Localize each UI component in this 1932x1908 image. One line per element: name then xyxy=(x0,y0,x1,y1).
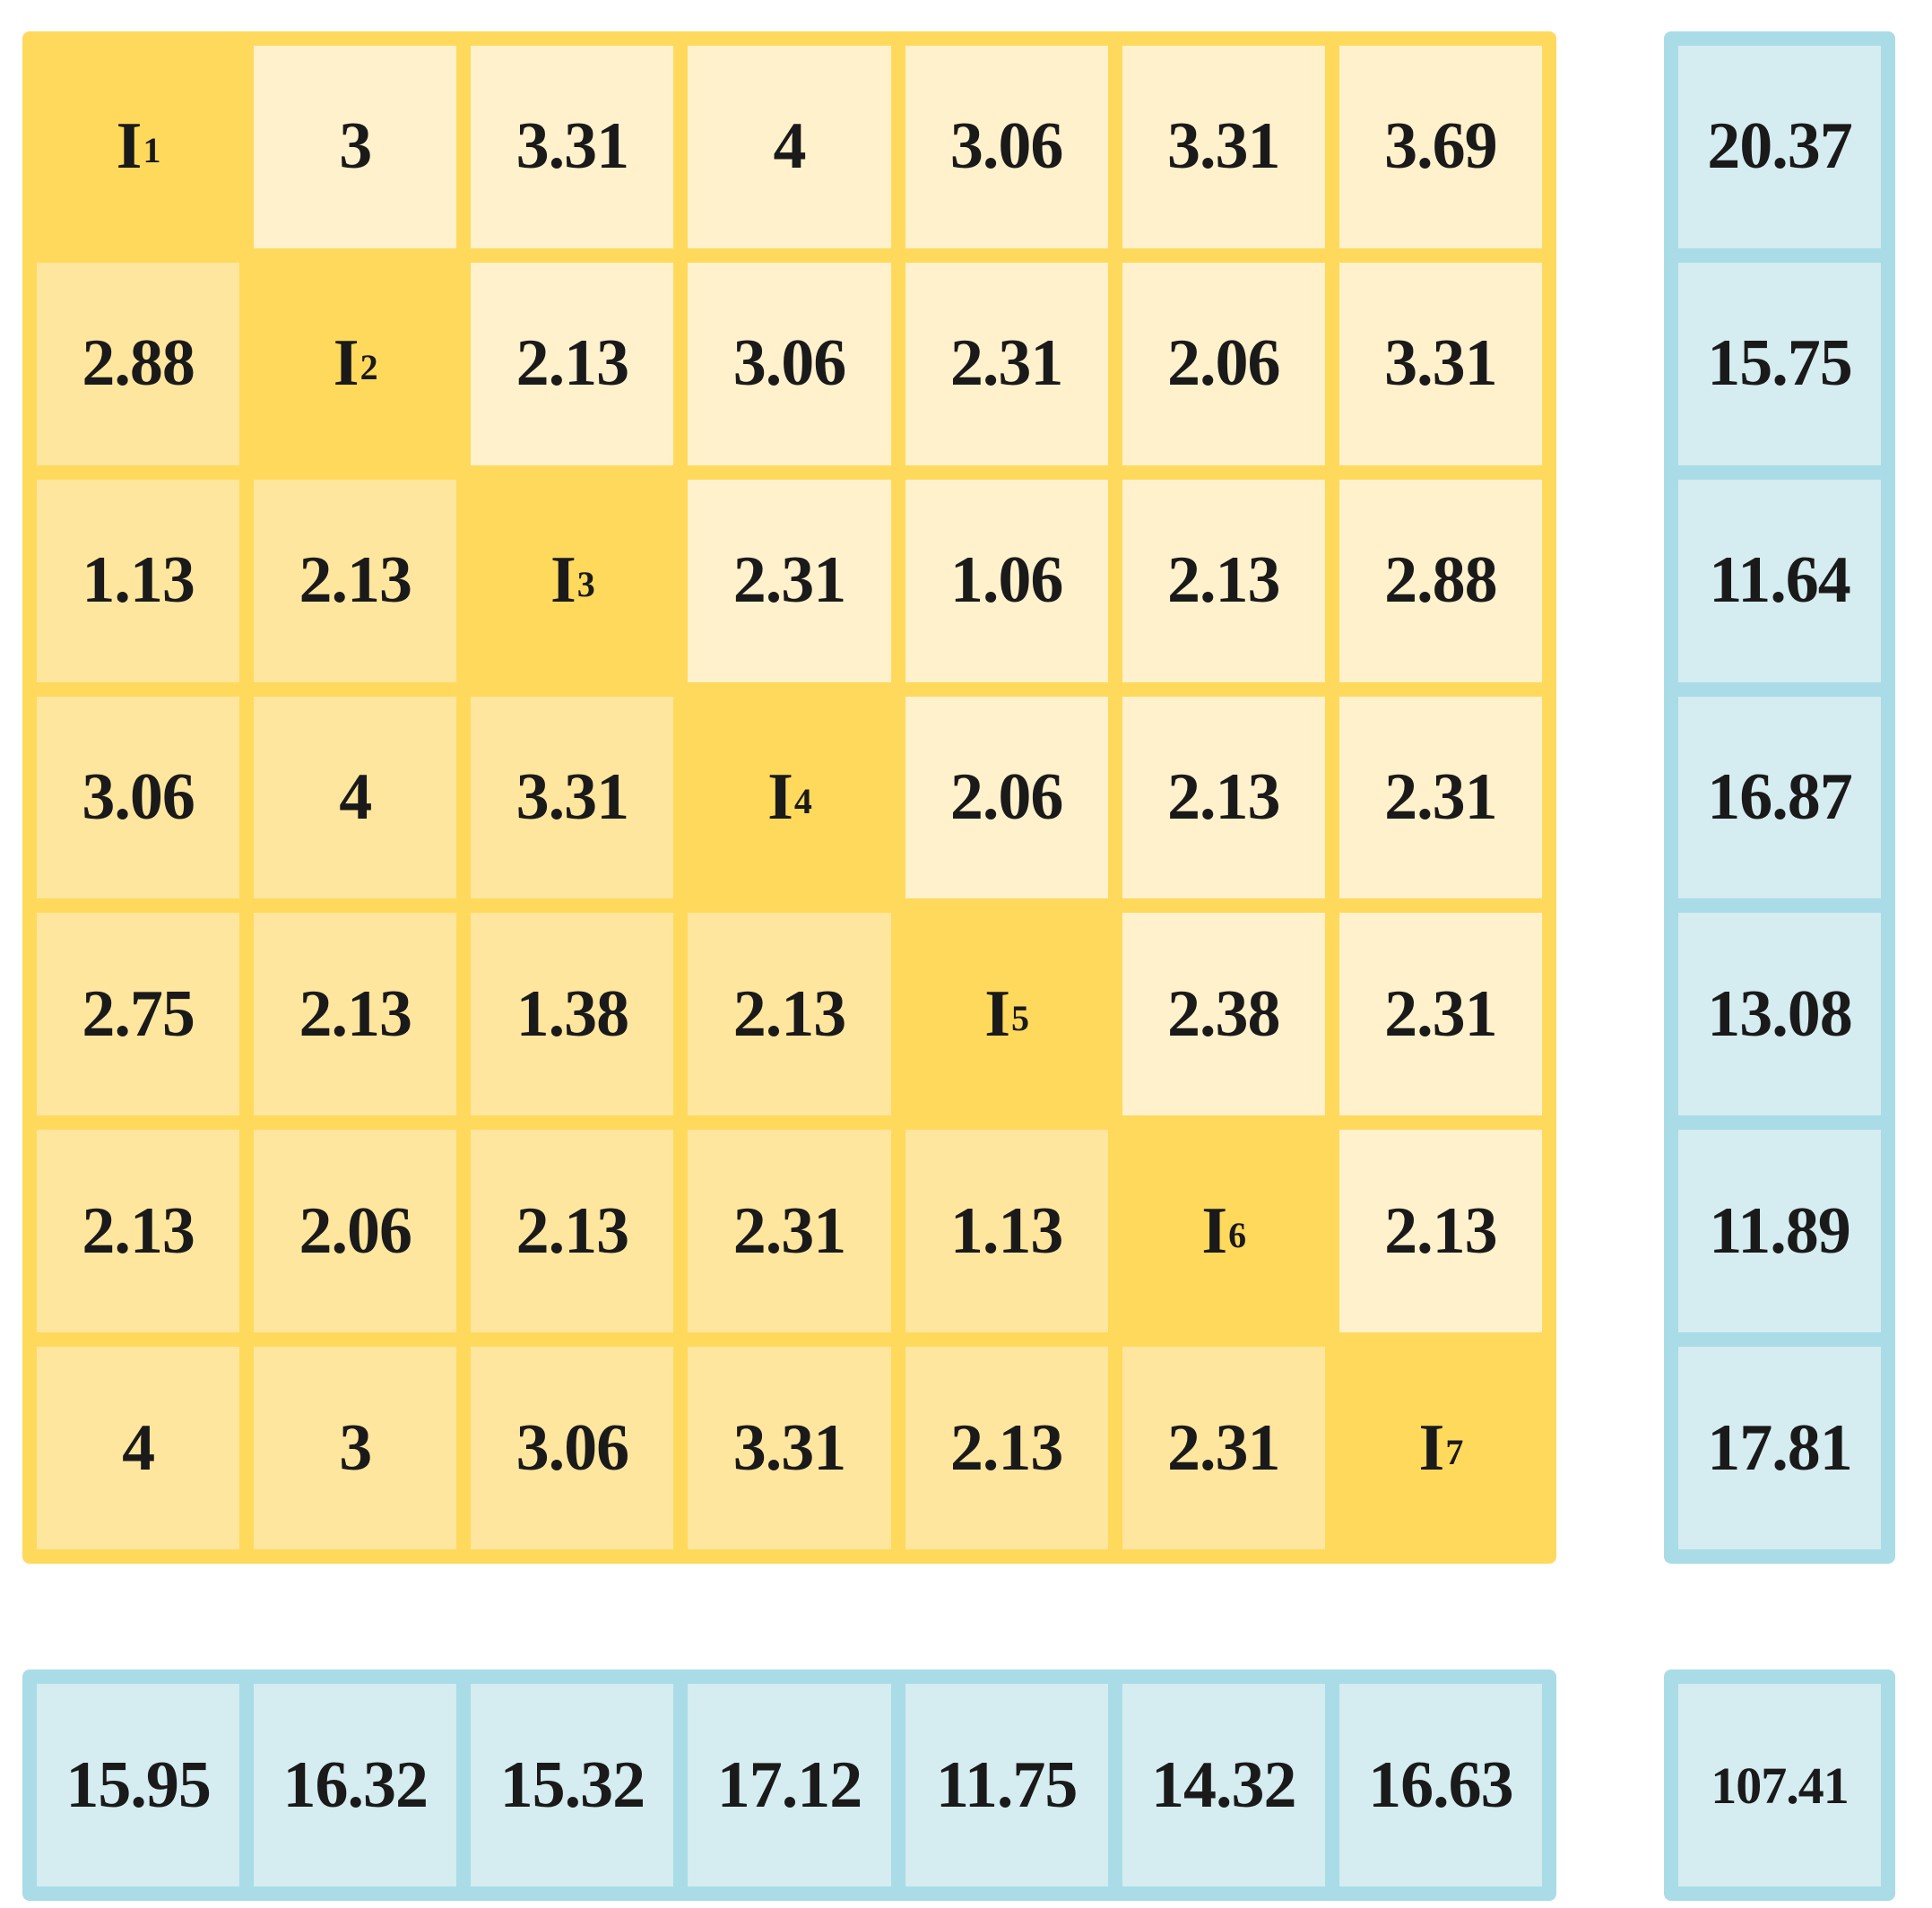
column-sum-cell: 15.95 xyxy=(37,1684,240,1886)
matrix-cell: 2.13 xyxy=(1339,1130,1542,1333)
matrix-cell: 2.13 xyxy=(1122,479,1325,682)
matrix-cell: 4 xyxy=(688,46,891,248)
column-sum-cell: 14.32 xyxy=(1122,1684,1325,1886)
matrix-cell: 2.13 xyxy=(1122,696,1325,899)
matrix-cell: 3.06 xyxy=(37,696,240,899)
row-sums-column: 20.37 15.75 11.64 16.87 13.08 11.89 17.81 xyxy=(1664,31,1895,1564)
column-sum-cell: 16.63 xyxy=(1339,1684,1542,1886)
grand-total-cell: 107.41 xyxy=(1678,1684,1881,1886)
matrix-cell: 3.31 xyxy=(1122,46,1325,248)
matrix-cell: 2.31 xyxy=(1339,913,1542,1116)
row-sum-cell: 13.08 xyxy=(1678,913,1881,1116)
matrix-cell: 3.31 xyxy=(471,696,674,899)
matrix-cell: 2.13 xyxy=(254,479,457,682)
matrix-cell: 2.88 xyxy=(1339,479,1542,682)
matrix-cell: 2.06 xyxy=(254,1130,457,1333)
matrix-cell: 1.13 xyxy=(37,479,240,682)
matrix-cell: 3.69 xyxy=(1339,46,1542,248)
matrix-cell: 2.31 xyxy=(1339,696,1542,899)
matrix-cell: 2.13 xyxy=(37,1130,240,1333)
matrix-cell: 2.13 xyxy=(254,913,457,1116)
matrix-cell: 4 xyxy=(254,696,457,899)
influence-matrix: I 1 3 3.31 4 3.06 3.31 3.69 2.88 I 2 2.13 3.06 2.31 2.… xyxy=(22,31,1556,1564)
matrix-cell: 1.13 xyxy=(905,1130,1108,1333)
matrix-cell: 2.31 xyxy=(905,262,1108,465)
row-sum-cell: 11.64 xyxy=(1678,479,1881,682)
matrix-cell: 3.06 xyxy=(471,1347,674,1549)
column-sum-cell: 11.75 xyxy=(905,1684,1108,1886)
row-sum-cell: 17.81 xyxy=(1678,1347,1881,1549)
matrix-cell: 2.31 xyxy=(688,479,891,682)
matrix-cell: 2.75 xyxy=(37,913,240,1116)
matrix-cell: 2.88 xyxy=(37,262,240,465)
matrix-cell: 2.38 xyxy=(1122,913,1325,1116)
matrix-cell: 1.06 xyxy=(905,479,1108,682)
row-sum-cell: 20.37 xyxy=(1678,46,1881,248)
matrix-cell: 2.13 xyxy=(905,1347,1108,1549)
matrix-grid: I 1 3 3.31 4 3.06 3.31 3.69 2.88 I 2 2.13 3.06 2.31 2.… xyxy=(37,46,1542,1549)
matrix-cell: 2.06 xyxy=(1122,262,1325,465)
column-sum-cell: 16.32 xyxy=(254,1684,457,1886)
matrix-cell: 2.13 xyxy=(688,913,891,1116)
grand-total-box: 107.41 xyxy=(1664,1670,1895,1901)
matrix-cell: 3.31 xyxy=(688,1347,891,1549)
matrix-cell: 3.06 xyxy=(688,262,891,465)
matrix-cell: 2.13 xyxy=(471,1130,674,1333)
matrix-cell: 3.31 xyxy=(471,46,674,248)
row-sum-cell: 15.75 xyxy=(1678,262,1881,465)
matrix-cell: 2.06 xyxy=(905,696,1108,899)
row-sums-grid: 20.37 15.75 11.64 16.87 13.08 11.89 17.81 xyxy=(1678,46,1881,1549)
matrix-cell: 3 xyxy=(254,1347,457,1549)
matrix-cell: 2.31 xyxy=(1122,1347,1325,1549)
row-sum-cell: 16.87 xyxy=(1678,696,1881,899)
matrix-cell: 3 xyxy=(254,46,457,248)
matrix-cell: 3.31 xyxy=(1339,262,1542,465)
matrix-cell: 2.13 xyxy=(471,262,674,465)
row-sum-cell: 11.89 xyxy=(1678,1130,1881,1333)
column-sums-grid: 15.95 16.32 15.32 17.12 11.75 14.32 16.63 xyxy=(37,1684,1542,1886)
column-sum-cell: 17.12 xyxy=(688,1684,891,1886)
matrix-cell: 1.38 xyxy=(471,913,674,1116)
matrix-cell: 2.31 xyxy=(688,1130,891,1333)
column-sums-row: 15.95 16.32 15.32 17.12 11.75 14.32 16.63 xyxy=(22,1670,1556,1901)
column-sum-cell: 15.32 xyxy=(471,1684,674,1886)
matrix-cell: 4 xyxy=(37,1347,240,1549)
matrix-cell: 3.06 xyxy=(905,46,1108,248)
